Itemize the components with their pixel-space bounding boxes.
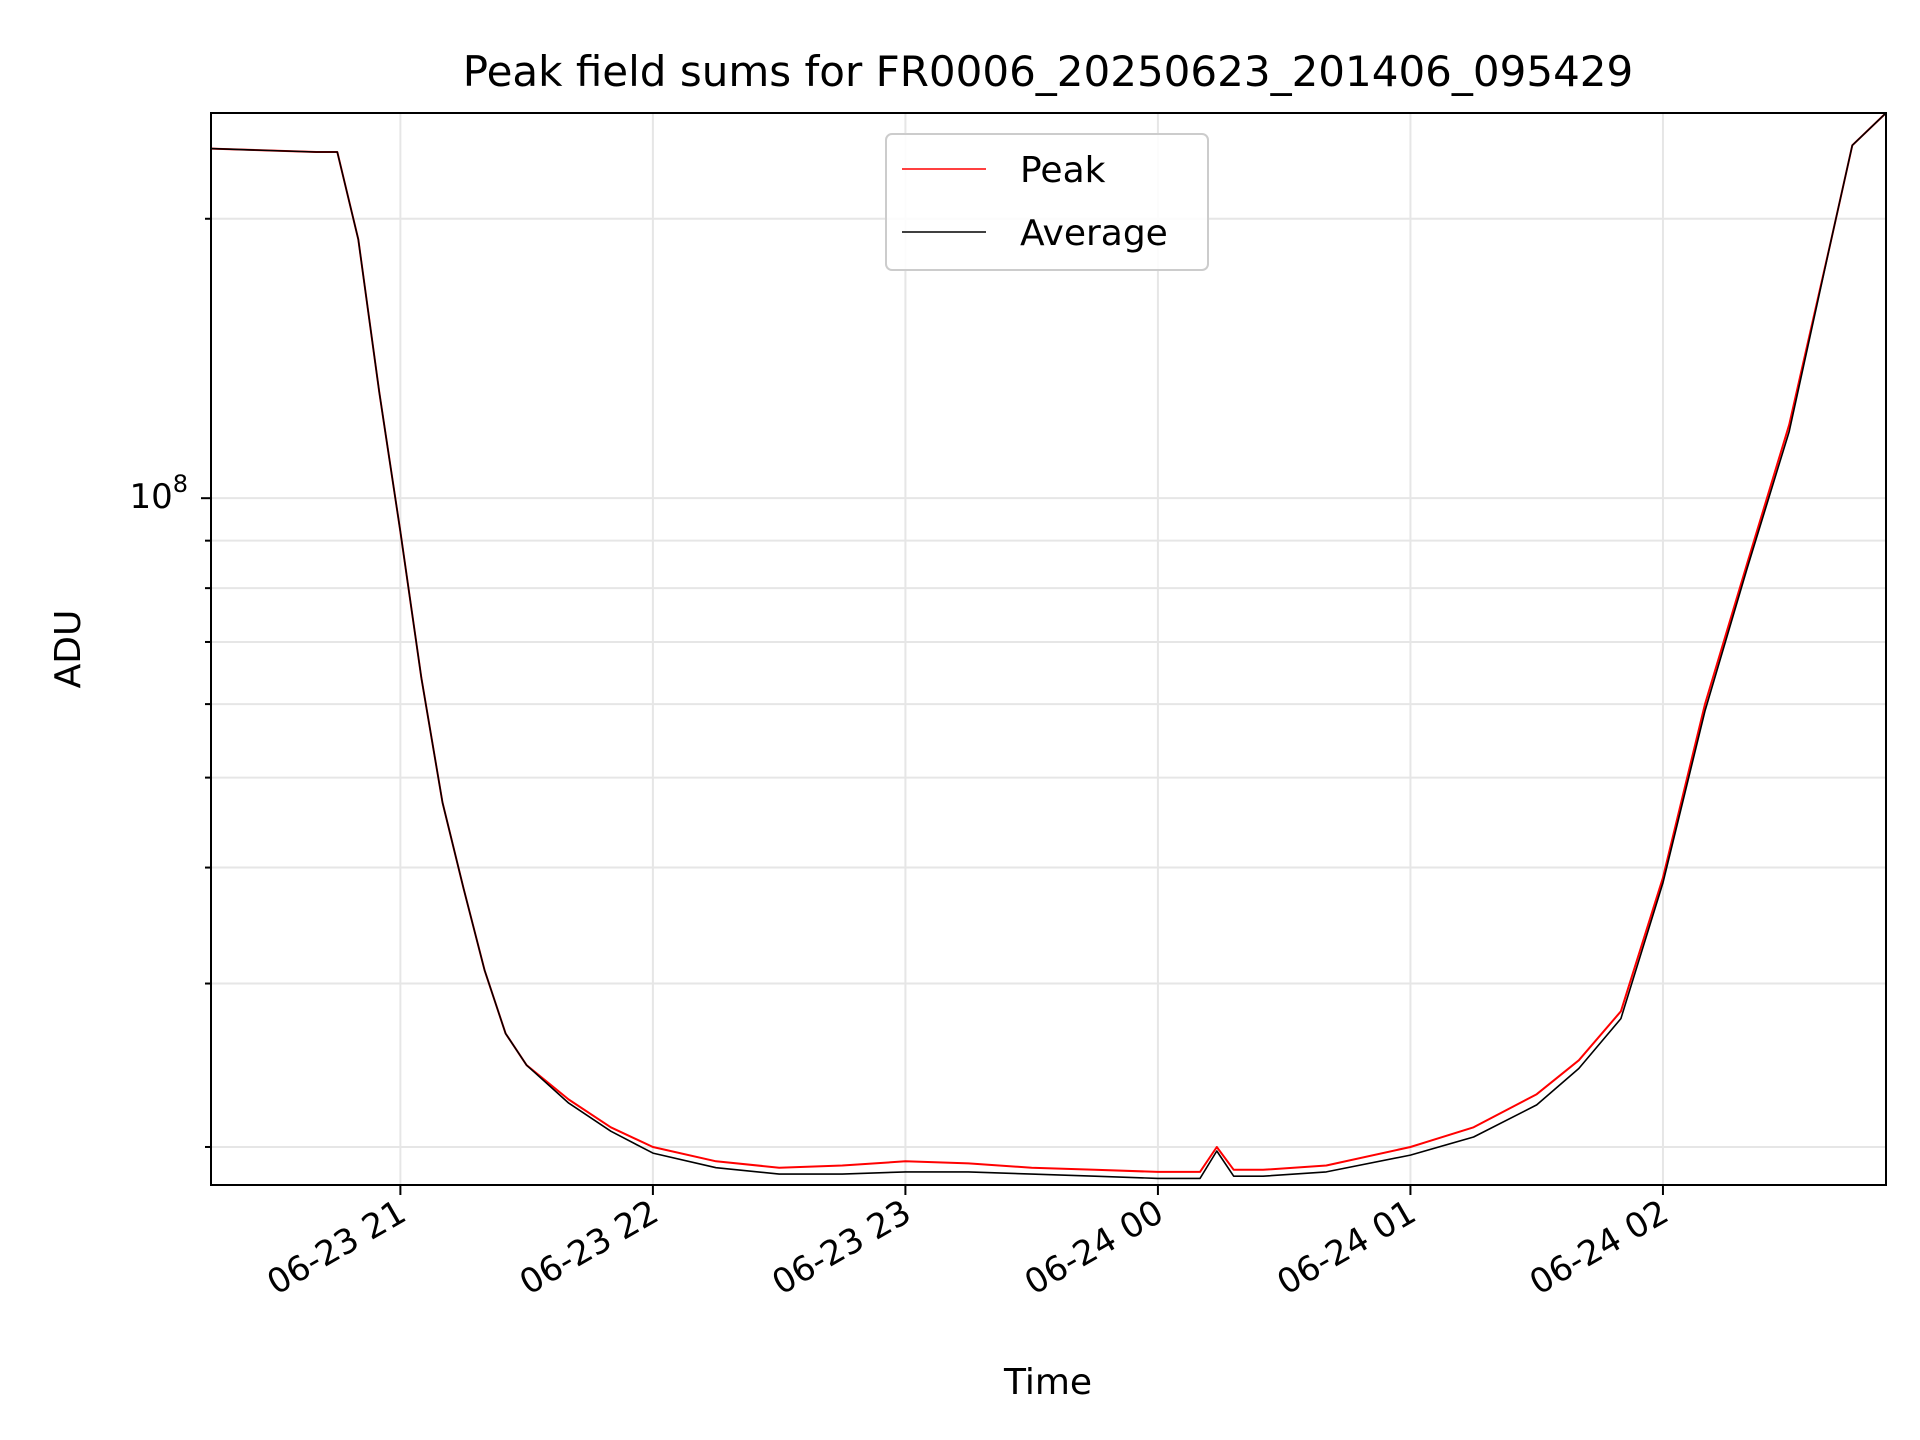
x-axis-label: Time [1003,1362,1092,1403]
legend-label-peak: Peak [1020,150,1106,191]
series-line-average [210,112,1887,1180]
y-tick-label-1e8: 108 [129,470,188,517]
legend-label-average: Average [1020,213,1168,254]
svg-text:108: 108 [129,470,188,517]
plot-frame [210,112,1887,1186]
legend: Peak Average [885,133,1209,271]
grid [211,113,1886,1185]
series-lines [210,112,1887,1180]
chart-title: Peak field sums for FR0006_20250623_2014… [463,47,1633,96]
y-axis-label: ADU [48,610,89,689]
y-tick-exponent: 8 [173,470,188,498]
y-tick-base: 10 [129,477,172,517]
legend-box [885,133,1209,271]
